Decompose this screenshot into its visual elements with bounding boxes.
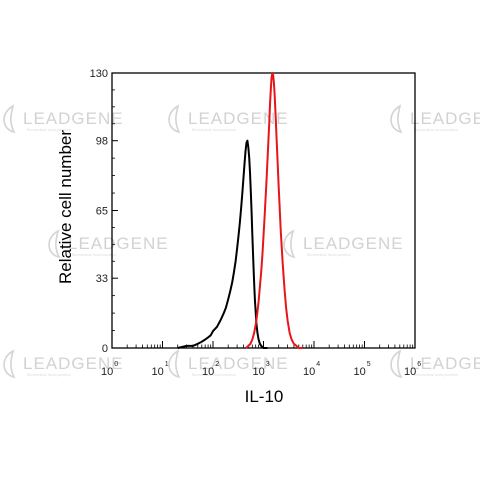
watermark-brand: LEADGENE bbox=[23, 109, 124, 128]
watermark-tagline: Biomedical Incorporation bbox=[27, 372, 71, 377]
watermark-brand: LEADGENE bbox=[188, 354, 289, 373]
watermark-tagline: Biomedical Incorporation bbox=[72, 252, 116, 257]
series-line-black bbox=[177, 139, 268, 349]
watermark-brand: LEADGENE bbox=[188, 109, 289, 128]
y-tick-label: 130 bbox=[90, 68, 108, 80]
watermark-brand: LEADGENE bbox=[68, 234, 169, 253]
watermark-tagline: Biomedical Incorporation bbox=[307, 252, 351, 257]
watermark-brand: LEADGENE bbox=[23, 354, 124, 373]
y-tick-label: 0 bbox=[102, 343, 108, 355]
leaf-icon bbox=[390, 349, 403, 379]
watermark-tagline: Biomedical Incorporation bbox=[192, 372, 236, 377]
y-tick-label: 98 bbox=[96, 136, 108, 148]
watermark-brand: LEADGENE bbox=[410, 354, 480, 373]
series-line-red bbox=[245, 72, 303, 349]
x-tick-label: 103 bbox=[253, 361, 270, 378]
watermark-tagline: Biomedical Incorporation bbox=[192, 127, 236, 132]
y-tick-label: 33 bbox=[96, 273, 108, 285]
watermark-tagline: Biomedical Incorporation bbox=[414, 372, 458, 377]
leaf-icon bbox=[48, 229, 61, 259]
y-axis-title: Relative cell number bbox=[56, 130, 75, 284]
x-tick-label: 101 bbox=[152, 361, 169, 378]
series-layer bbox=[177, 72, 303, 349]
x-axis-title: IL-10 bbox=[245, 387, 284, 406]
x-tick-label: 106 bbox=[404, 361, 421, 378]
x-tick-label: 100 bbox=[101, 361, 118, 378]
watermark-brand: LEADGENE bbox=[410, 109, 480, 128]
leaf-icon bbox=[390, 104, 403, 134]
leaf-icon bbox=[3, 349, 16, 379]
x-tick-label: 102 bbox=[202, 361, 219, 378]
leaf-icon bbox=[283, 229, 296, 259]
watermark-tagline: Biomedical Incorporation bbox=[414, 127, 458, 132]
leaf-icon bbox=[3, 104, 16, 134]
leaf-icon bbox=[168, 349, 181, 379]
x-tick-label: 105 bbox=[354, 361, 371, 378]
watermark-brand: LEADGENE bbox=[303, 234, 404, 253]
x-tick-label: 104 bbox=[303, 361, 320, 378]
watermark-tagline: Biomedical Incorporation bbox=[27, 127, 71, 132]
y-axis-ticks: 0 33 65 98 130 bbox=[90, 68, 118, 355]
leaf-icon bbox=[168, 104, 181, 134]
x-axis-ticks: 100 101 102 103 104 105 106 bbox=[101, 341, 421, 378]
y-tick-label: 65 bbox=[96, 206, 108, 218]
